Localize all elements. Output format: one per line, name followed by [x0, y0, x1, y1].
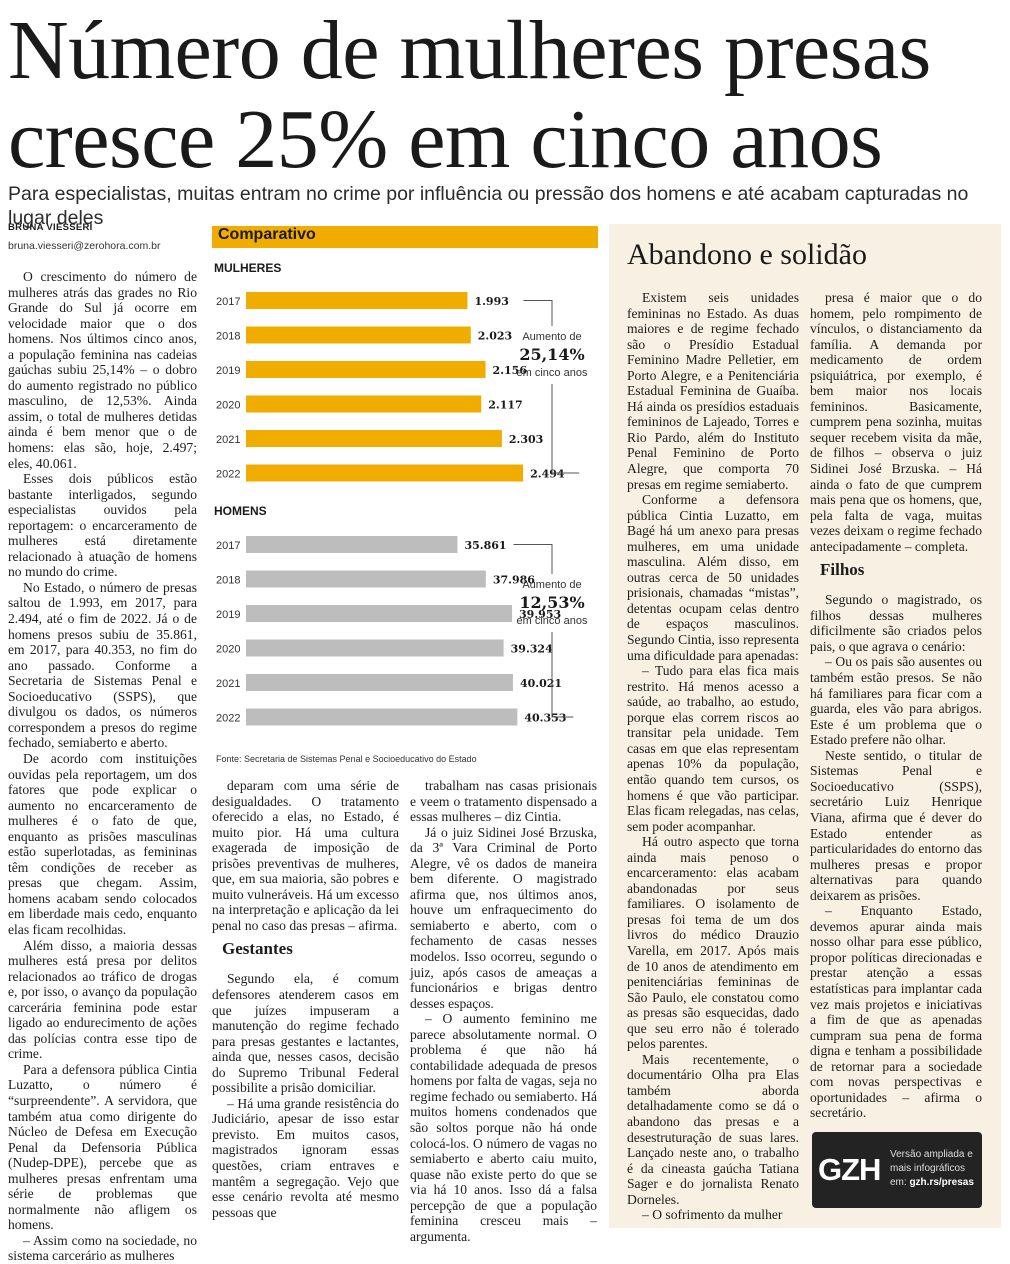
paragraph: Neste sentido, o titular de Sistemas Pen… [810, 747, 982, 903]
chart-source: Fonte: Secretaria de Sistemas Penal e So… [216, 754, 477, 764]
bracket-line-bottom [551, 384, 580, 474]
gzh-logo: GZH [818, 1152, 881, 1187]
annotation-top: Aumento de [522, 331, 581, 343]
bar-value-label: 39.953 [519, 608, 561, 621]
headline-line-2: cresce 25% em cinco anos [8, 93, 883, 186]
bar-value-label: 2.303 [509, 433, 543, 446]
year-tick-label: 2017 [216, 296, 240, 308]
annotation-top: Aumento de [522, 579, 581, 591]
bracket-line-top [523, 300, 553, 326]
chart-title: Comparativo [218, 226, 316, 243]
year-tick-label: 2019 [216, 609, 240, 621]
paragraph: Para a defensora pública Cintia Luzatto,… [8, 1061, 197, 1233]
bar-value-label: 39.324 [511, 643, 553, 656]
bar-2019 [246, 361, 486, 378]
bar-2021 [246, 674, 513, 691]
annotation-value: 12,53% [519, 593, 584, 612]
paragraph: De acordo com instituições ouvidas pela … [8, 750, 197, 937]
paragraph: Conforme a defensora pública Cintia Luza… [627, 492, 799, 663]
sidebar-column-2: presa é maior que o do homem, pelo rompi… [810, 290, 982, 1121]
headline: Número de mulheres presas cresce 25% em c… [8, 6, 1003, 184]
article-column-1: O crescimento do número de mulheres atrá… [8, 269, 197, 1264]
bar-2022 [246, 464, 524, 482]
paragraph: Existem seis unidades femininas no Estad… [627, 290, 799, 492]
panel-label: HOMENS [214, 504, 267, 518]
paragraph: – Há uma grande resistência do Judiciári… [212, 1095, 399, 1220]
annotation-bottom: em cinco anos [517, 367, 588, 379]
comparison-chart: Comparativo MULHERES 2017 1.993 2018 2.023 20… [212, 224, 598, 769]
paragraph: No Estado, o número de presas saltou de … [8, 579, 197, 751]
paragraph: Já o juiz Sidinei José Brzuska, da 3ª Va… [410, 824, 597, 1011]
gzh-promo-prefix: em: [890, 1177, 910, 1188]
paragraph: Há outro aspecto que torna ainda mais pe… [627, 834, 799, 1052]
chart-svg: MULHERES 2017 1.993 2018 2.023 2019 2.156 2020 2… [214, 261, 588, 726]
bar-2017 [246, 536, 458, 553]
paragraph: Além disso, a maioria dessas mulheres es… [8, 937, 197, 1062]
gzh-promo-line-1: Versão ampliada e [890, 1149, 973, 1160]
gzh-promo-box[interactable]: GZH Versão ampliada e mais infográficos … [812, 1132, 982, 1208]
gzh-promo-text: Versão ampliada e mais infográficos em: … [890, 1148, 974, 1190]
section-heading: Gestantes [222, 939, 293, 959]
year-tick-label: 2020 [216, 644, 240, 656]
byline-author: BRUNA VIESSERI [8, 222, 93, 233]
paragraph: Esses dois públicos estão bastante inter… [8, 471, 197, 580]
paragraph: – Ou os pais são ausentes ou também estã… [810, 654, 982, 748]
bar-value-label: 40.021 [520, 677, 562, 690]
year-tick-label: 2022 [216, 713, 240, 725]
paragraph: – Assim como na sociedade, no sistema ca… [8, 1232, 197, 1264]
paragraph: Segundo ela, é comum defensores atendere… [212, 971, 399, 1096]
paragraph: O crescimento do número de mulheres atrá… [8, 269, 197, 471]
headline-line-1: Número de mulheres presas [8, 4, 931, 97]
bar-2018 [246, 326, 471, 344]
bar-value-label: 2.117 [488, 399, 522, 412]
bar-value-label: 2.156 [493, 364, 528, 377]
bar-value-label: 1.993 [474, 295, 508, 308]
bar-2020 [246, 639, 504, 657]
bracket-line-top [513, 544, 553, 574]
paragraph: – O aumento feminino me parece absolutam… [410, 1011, 597, 1244]
paragraph: – O sofrimento da mulher [642, 1207, 783, 1223]
paragraph: Mais recentemente, o documentário Olha p… [627, 1051, 799, 1207]
gzh-promo-line-2: mais infográficos [890, 1163, 966, 1174]
paragraph: presa é maior que o do homem, pelo rompi… [810, 290, 982, 554]
bar-2018 [246, 570, 486, 588]
bar-value-label: 35.861 [464, 539, 506, 552]
year-tick-label: 2018 [216, 575, 240, 587]
bar-2019 [246, 605, 513, 622]
bracket-line-bottom [551, 632, 574, 718]
section-heading: Filhos [820, 560, 865, 580]
annotation-value: 25,14% [519, 345, 584, 364]
bar-value-label: 40.353 [524, 712, 566, 725]
year-tick-label: 2021 [216, 434, 240, 446]
bar-value-label: 37.986 [493, 574, 535, 587]
paragraph: – Enquanto Estado, devemos apurar ainda … [810, 903, 982, 1121]
annotation-bottom: em cinco anos [517, 615, 588, 627]
paragraph: – Tudo para elas fica mais restrito. Há … [627, 663, 799, 834]
bar-2021 [246, 430, 502, 447]
paragraph: Segundo o magistrado, os filhos dessas m… [810, 592, 982, 654]
sidebar-box [609, 224, 1001, 1228]
year-tick-label: 2019 [216, 365, 240, 377]
bar-2020 [246, 395, 482, 413]
year-tick-label: 2017 [216, 540, 240, 552]
sidebar-title: Abandono e solidão [627, 238, 867, 271]
bar-value-label: 2.023 [478, 330, 512, 343]
byline-email[interactable]: bruna.viesseri@zerohora.com.br [8, 240, 161, 252]
paragraph: deparam com uma série de desigualdades. … [212, 778, 399, 933]
year-tick-label: 2018 [216, 331, 240, 343]
year-tick-label: 2022 [216, 469, 240, 481]
sidebar-column-1: Existem seis unidades femininas no Estad… [627, 290, 799, 1223]
panel-label: MULHERES [214, 261, 281, 275]
bar-value-label: 2.494 [530, 468, 565, 481]
year-tick-label: 2020 [216, 400, 240, 412]
bar-2017 [246, 292, 468, 309]
bar-2022 [246, 708, 518, 726]
article-column-2: deparam com uma série de desigualdades. … [212, 778, 399, 1220]
year-tick-label: 2021 [216, 678, 240, 690]
deck-subtitle: Para especialistas, muitas entram no cri… [8, 183, 969, 229]
paragraph: trabalham nas casas prisionais e veem o … [410, 778, 597, 825]
chart-title-bar [212, 226, 598, 248]
article-column-3: trabalham nas casas prisionais e veem o … [410, 778, 597, 1244]
gzh-promo-link[interactable]: gzh.rs/presas [909, 1177, 974, 1188]
